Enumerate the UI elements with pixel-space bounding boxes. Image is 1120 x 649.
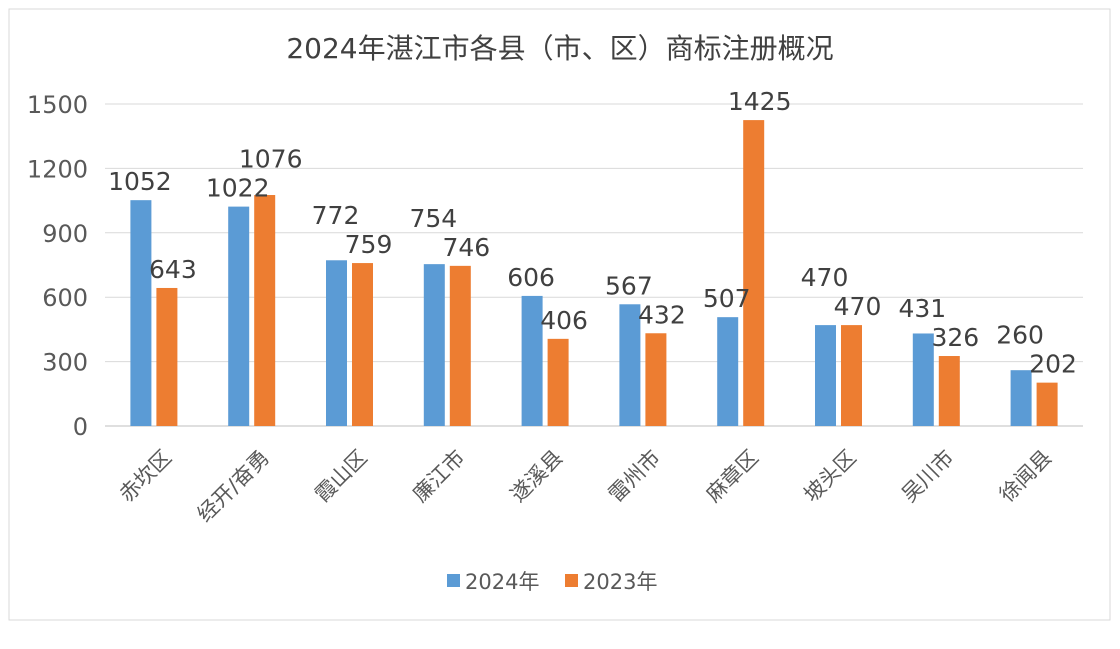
- legend-label: 2024年: [465, 570, 539, 594]
- bar: [841, 325, 862, 426]
- bar: [645, 333, 667, 426]
- bar: [423, 264, 445, 426]
- data-label: 431: [898, 294, 946, 323]
- legend-swatch: [565, 574, 578, 587]
- bar: [254, 195, 276, 426]
- bar: [717, 317, 739, 426]
- y-tick-label: 0: [73, 413, 88, 441]
- data-label: 470: [834, 292, 882, 321]
- y-tick-label: 300: [42, 349, 88, 377]
- bar: [938, 356, 960, 426]
- bar: [352, 263, 373, 426]
- bar: [619, 304, 641, 426]
- bar: [547, 338, 569, 426]
- chart-title: 2024年湛江市各县（市、区）商标注册概况: [286, 32, 833, 65]
- data-label: 470: [801, 263, 849, 292]
- bar: [1036, 382, 1058, 426]
- data-label: 260: [996, 321, 1044, 350]
- y-tick-label: 900: [42, 220, 88, 248]
- y-tick-label: 600: [42, 284, 88, 312]
- bar: [326, 260, 347, 426]
- data-label: 606: [507, 263, 555, 292]
- bar: [521, 295, 543, 426]
- data-label: 1022: [206, 174, 270, 203]
- bar: [228, 206, 250, 426]
- y-tick-label: 1500: [27, 91, 88, 119]
- data-label: 567: [605, 271, 653, 300]
- data-label: 432: [638, 300, 686, 329]
- legend-swatch: [447, 574, 460, 587]
- bar: [156, 287, 178, 426]
- data-label: 772: [312, 201, 360, 230]
- bar: [130, 200, 152, 426]
- chart-frame: [8, 8, 1111, 621]
- bar: [1010, 370, 1032, 426]
- data-label: 759: [345, 230, 393, 259]
- data-label: 746: [442, 233, 490, 262]
- bar: [912, 333, 934, 426]
- bar: [743, 120, 765, 426]
- data-label: 1076: [239, 145, 303, 174]
- legend-label: 2023年: [583, 570, 657, 594]
- data-label: 326: [931, 323, 979, 352]
- data-label: 754: [409, 204, 457, 233]
- y-tick-label: 1200: [27, 155, 88, 183]
- data-label: 406: [540, 306, 588, 335]
- data-label: 202: [1029, 350, 1077, 379]
- data-label: 507: [703, 284, 751, 313]
- data-label: 643: [149, 255, 197, 284]
- data-label: 1425: [728, 87, 792, 116]
- bar: [815, 325, 836, 426]
- bar: [449, 265, 471, 426]
- data-label: 1052: [108, 167, 172, 196]
